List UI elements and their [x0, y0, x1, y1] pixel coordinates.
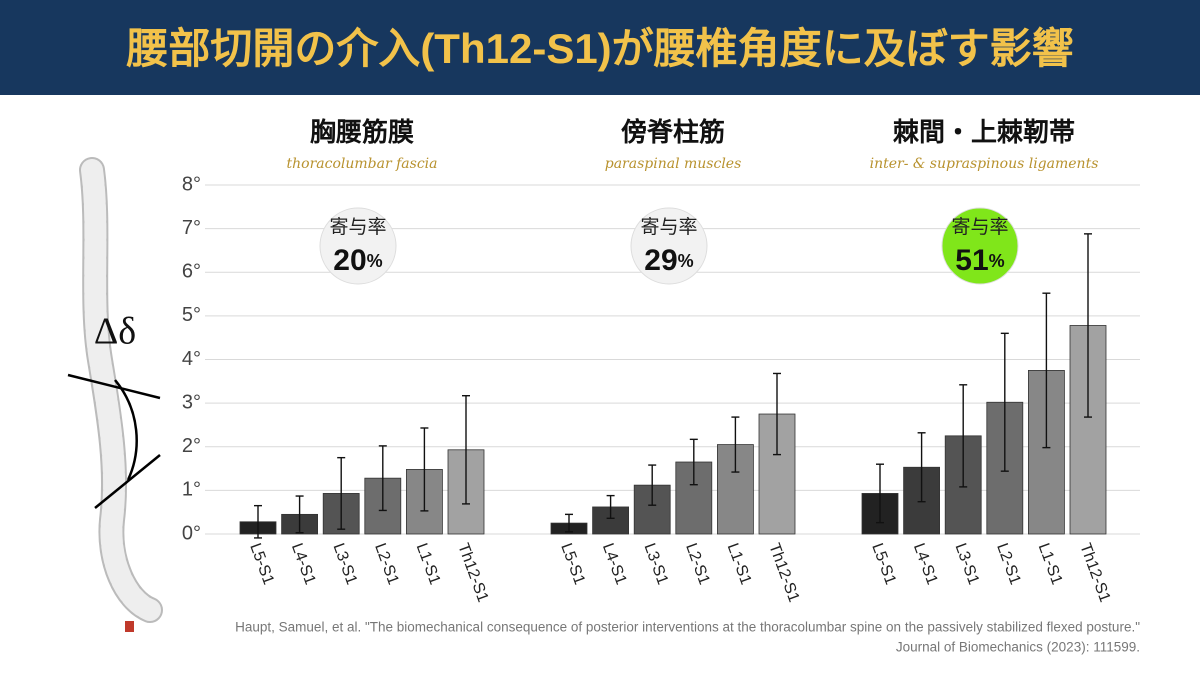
share-unit: % [367, 251, 383, 271]
x-tick-label: L3-S1 [329, 541, 360, 587]
y-tick-label: 5° [182, 304, 201, 326]
x-tick-label: L4-S1 [288, 541, 319, 587]
share-value: 20 [333, 244, 366, 277]
x-tick-label: L2-S1 [371, 541, 402, 587]
badge-title: 寄与率 [329, 216, 386, 238]
x-tick-label: L2-S1 [993, 541, 1024, 587]
share-value: 29 [644, 244, 677, 277]
badge-value: 29% [644, 244, 693, 277]
header-band [0, 0, 1200, 95]
group-title: 胸腰筋膜 [310, 117, 414, 147]
badge-title: 寄与率 [951, 216, 1008, 238]
x-tick-label: L5-S1 [868, 541, 899, 587]
x-tick-label: Th12-S1 [1076, 541, 1113, 605]
x-tick-label: L1-S1 [413, 541, 444, 587]
group-subtitle: paraspinal muscles [605, 156, 742, 172]
group-subtitle: thoracolumbar fascia [287, 156, 438, 172]
y-tick-label: 4° [182, 348, 201, 370]
badge-value: 20% [333, 244, 382, 277]
y-tick-label: 3° [182, 391, 201, 413]
contribution-badge [319, 207, 397, 285]
x-tick-label: L2-S1 [682, 541, 713, 587]
spine-illustration [67, 157, 163, 623]
x-tick-label: L3-S1 [640, 541, 671, 587]
share-unit: % [678, 251, 694, 271]
book-icon [125, 621, 134, 632]
group-subtitle: inter- & supraspinous ligaments [870, 156, 1099, 172]
citation-line: Haupt, Samuel, et al. "The biomechanical… [235, 620, 1140, 635]
x-tick-label: Th12-S1 [454, 541, 491, 605]
x-tick-label: L4-S1 [910, 541, 941, 587]
contribution-badge [630, 207, 708, 285]
x-tick-label: Th12-S1 [765, 541, 802, 605]
citation-source: Journal of Biomechanics (2023): 111599. [896, 640, 1140, 655]
contribution-badge [941, 207, 1019, 285]
y-tick-label: 8° [182, 173, 201, 195]
x-tick-label: L5-S1 [246, 541, 277, 587]
y-tick-label: 6° [182, 261, 201, 283]
x-tick-label: L1-S1 [1035, 541, 1066, 587]
y-tick-label: 1° [182, 479, 201, 501]
slide-title: 腰部切開の介入(Th12-S1)が腰椎角度に及ぼす影響 [125, 25, 1073, 72]
y-tick-label: 0° [182, 522, 201, 544]
badge-title: 寄与率 [640, 216, 697, 238]
group-title: 傍脊柱筋 [621, 117, 725, 147]
angle-annotation: Δδ [94, 311, 136, 353]
x-tick-label: L3-S1 [951, 541, 982, 587]
x-tick-label: L5-S1 [557, 541, 588, 587]
share-value: 51 [955, 244, 988, 277]
share-unit: % [989, 251, 1005, 271]
y-tick-label: 2° [182, 435, 201, 457]
x-tick-label: L4-S1 [599, 541, 630, 587]
group-title: 棘間・上棘靭帯 [893, 117, 1075, 147]
y-tick-label: 7° [182, 217, 201, 239]
badge-value: 51% [955, 244, 1004, 277]
x-tick-label: L1-S1 [724, 541, 755, 587]
